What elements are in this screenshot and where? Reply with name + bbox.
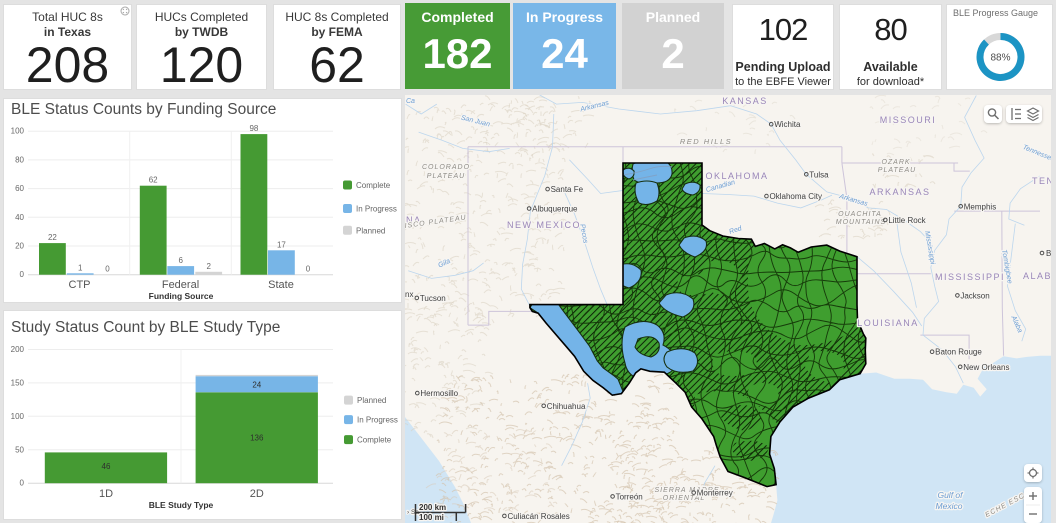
svg-text:40: 40 [15, 213, 24, 222]
svg-text:Baton Rouge: Baton Rouge [935, 348, 982, 357]
svg-text:0: 0 [306, 265, 311, 274]
svg-text:46: 46 [102, 462, 111, 471]
svg-text:ARKANSAS: ARKANSAS [869, 187, 930, 197]
svg-text:Santa Fe: Santa Fe [551, 185, 584, 194]
svg-text:1D: 1D [99, 488, 113, 500]
svg-text:100 mi: 100 mi [419, 513, 444, 522]
svg-text:Albuquerque: Albuquerque [532, 205, 578, 214]
svg-text:CTP: CTP [69, 279, 91, 291]
svg-text:NA: NA [406, 215, 422, 225]
svg-text:OUACHITA: OUACHITA [838, 211, 882, 218]
svg-text:Planned: Planned [356, 226, 385, 235]
svg-text:200: 200 [11, 345, 25, 354]
svg-text:In Progress: In Progress [356, 205, 397, 214]
svg-text:Memphis: Memphis [964, 202, 996, 211]
svg-text:KANSAS: KANSAS [722, 96, 768, 106]
svg-text:ORIENTAL: ORIENTAL [663, 495, 706, 502]
svg-text:Mexico: Mexico [936, 501, 963, 511]
svg-text:150: 150 [11, 378, 25, 387]
svg-text:Arkansas: Arkansas [837, 193, 868, 208]
svg-text:Tennessee: Tennessee [1021, 144, 1051, 163]
svg-text:TENN: TENN [1032, 176, 1051, 186]
svg-text:Little Rock: Little Rock [888, 216, 926, 225]
svg-text:Ca: Ca [406, 98, 415, 105]
svg-text:COLORADO: COLORADO [422, 164, 470, 171]
svg-text:PLATEAU: PLATEAU [427, 173, 465, 180]
svg-text:17: 17 [277, 240, 286, 249]
svg-text:Hermosillo: Hermosillo [420, 389, 458, 398]
svg-text:Chihuahua: Chihuahua [547, 402, 586, 411]
svg-text:Study Status Count by BLE Stud: Study Status Count by BLE Study Type [11, 319, 280, 336]
svg-text:OKLAHOMA: OKLAHOMA [705, 171, 768, 181]
svg-text:ALABAMA: ALABAMA [1023, 271, 1051, 281]
svg-text:Tucson: Tucson [420, 294, 446, 303]
svg-text:100: 100 [11, 412, 25, 421]
svg-text:MISSISSIPPI: MISSISSIPPI [935, 272, 1005, 282]
svg-text:MOUNTAINS: MOUNTAINS [836, 219, 886, 226]
svg-text:20: 20 [15, 242, 24, 251]
svg-text:Alaba: Alaba [1009, 314, 1023, 334]
svg-text:Mississippi: Mississippi [923, 230, 936, 265]
svg-text:Complete: Complete [356, 181, 391, 190]
svg-text:6: 6 [178, 256, 183, 265]
svg-text:NEW MEXICO: NEW MEXICO [507, 220, 581, 230]
svg-text:88%: 88% [990, 53, 1010, 64]
svg-text:2: 2 [206, 262, 211, 271]
svg-text:2D: 2D [250, 488, 264, 500]
svg-text:80: 80 [15, 155, 24, 164]
svg-text:Funding Source: Funding Source [149, 291, 214, 301]
svg-text:200 km: 200 km [419, 503, 446, 512]
svg-text:BLE Status Counts by Funding S: BLE Status Counts by Funding Source [11, 101, 276, 118]
svg-text:Arkansas: Arkansas [579, 99, 610, 113]
svg-text:Pecos: Pecos [578, 224, 588, 245]
svg-text:0: 0 [105, 265, 110, 274]
svg-text:0: 0 [20, 479, 25, 488]
svg-text:› Sa: › Sa [407, 509, 419, 516]
svg-text:Tulsa: Tulsa [809, 170, 829, 179]
svg-text:OZARK: OZARK [881, 159, 910, 166]
svg-text:PLATEAU: PLATEAU [878, 167, 916, 174]
svg-text:0: 0 [20, 270, 25, 279]
svg-text:98: 98 [249, 124, 258, 133]
svg-text:San Juan: San Juan [460, 115, 490, 129]
svg-text:Federal: Federal [162, 279, 199, 291]
svg-text:BLE Study Type: BLE Study Type [149, 500, 214, 510]
svg-text:Gulf of: Gulf of [937, 490, 964, 500]
svg-text:100: 100 [11, 127, 25, 136]
svg-text:50: 50 [15, 445, 24, 454]
svg-text:Oklahoma City: Oklahoma City [770, 192, 822, 201]
svg-text:Bir: Bir [1046, 249, 1051, 258]
svg-text:Canadian: Canadian [705, 179, 736, 194]
svg-text:State: State [268, 279, 294, 291]
svg-text:RED HILLS: RED HILLS [680, 137, 732, 146]
svg-text:New Orleans: New Orleans [963, 363, 1009, 372]
svg-text:60: 60 [15, 184, 24, 193]
svg-text:SIERRA MADRE: SIERRA MADRE [654, 487, 719, 494]
svg-text:1: 1 [78, 263, 83, 272]
svg-text:24: 24 [252, 380, 261, 389]
svg-text:Jackson: Jackson [960, 291, 989, 300]
svg-text:nx: nx [405, 290, 413, 299]
svg-text:62: 62 [149, 176, 158, 185]
svg-text:22: 22 [48, 233, 57, 242]
svg-text:Wichita: Wichita [774, 120, 801, 129]
svg-text:MISSOURI: MISSOURI [880, 115, 937, 125]
svg-text:Red: Red [728, 225, 743, 236]
svg-text:Complete: Complete [357, 436, 392, 445]
svg-text:Monterrey: Monterrey [697, 489, 733, 498]
svg-text:In Progress: In Progress [357, 416, 398, 425]
svg-text:LOUISIANA: LOUISIANA [857, 318, 919, 328]
svg-text:136: 136 [250, 434, 264, 443]
svg-text:Culiacán Rosales: Culiacán Rosales [507, 512, 569, 521]
svg-text:Torreón: Torreón [616, 492, 643, 501]
svg-text:Planned: Planned [357, 396, 386, 405]
